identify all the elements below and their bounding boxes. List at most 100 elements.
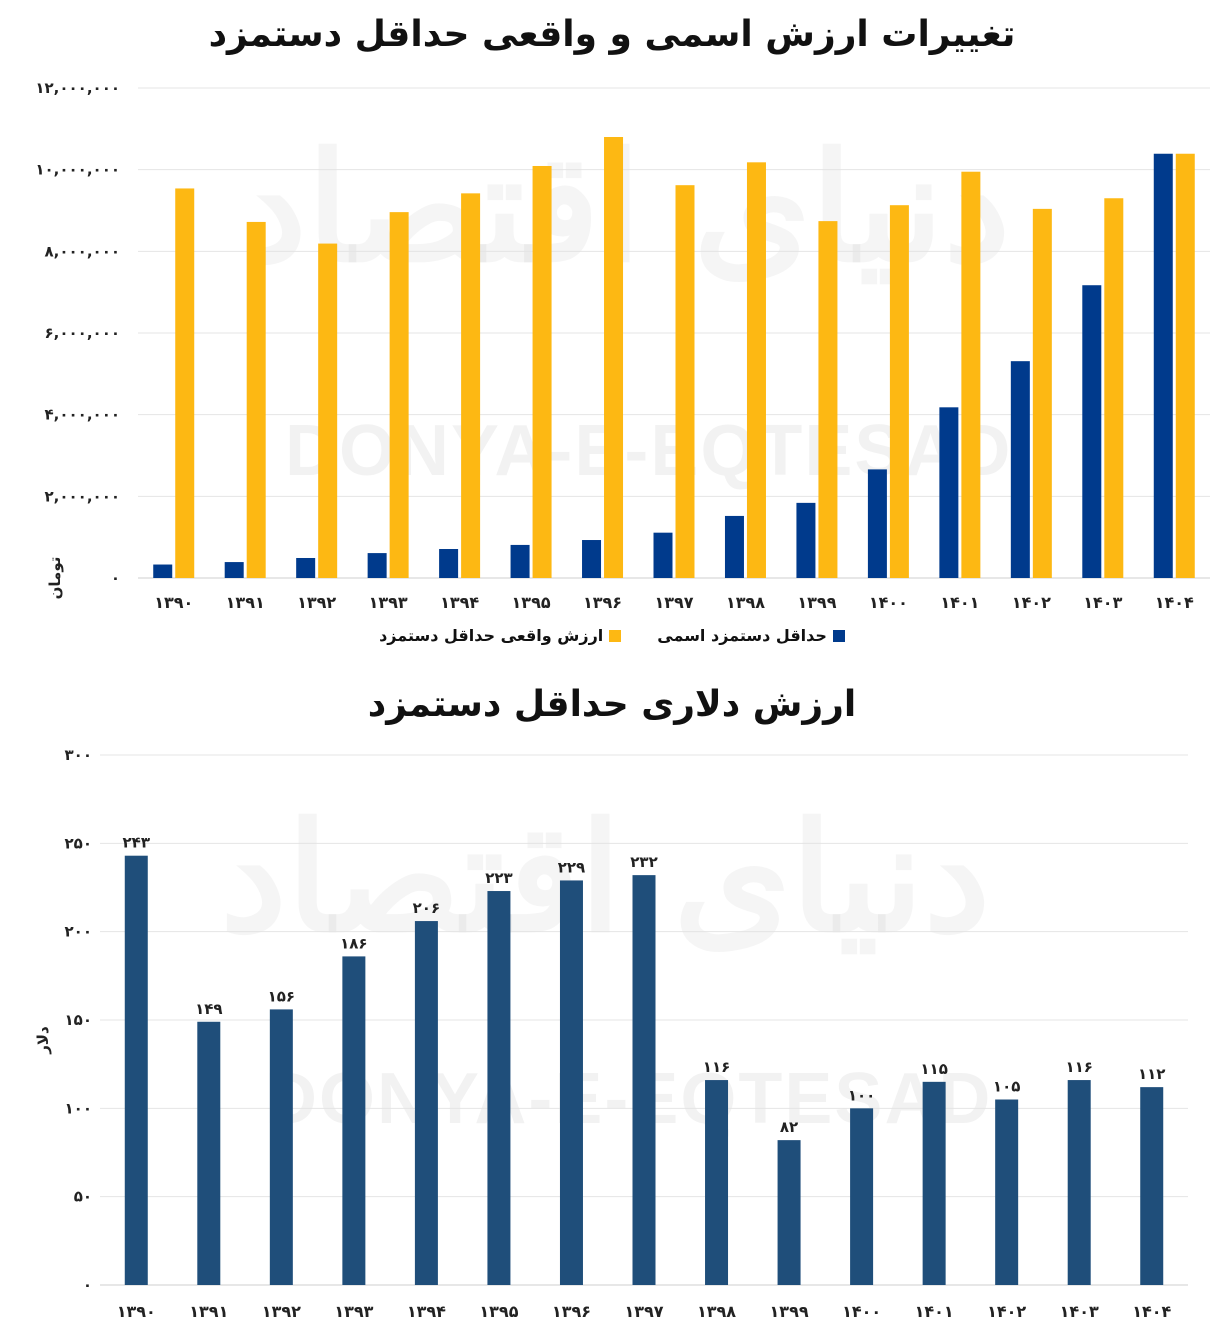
- data-label: ۲۳۲: [630, 853, 657, 871]
- data-label: ۱۰۰: [848, 1086, 875, 1104]
- bar: [604, 137, 624, 578]
- y-tick-label: ۵۰: [74, 1188, 92, 1206]
- x-tick-label: ۱۳۹۶: [583, 593, 622, 612]
- bar: [850, 1108, 874, 1285]
- x-tick-label: ۱۳۹۶: [552, 1302, 591, 1321]
- chart1-legend: حداقل دستمزد اسمی ارزش واقعی حداقل دستمز…: [0, 626, 1224, 645]
- x-tick-label: ۱۳۹۰: [117, 1302, 156, 1321]
- legend-label-real: ارزش واقعی حداقل دستمزد: [379, 626, 604, 645]
- data-label: ۸۲: [780, 1118, 798, 1136]
- data-label: ۲۴۳: [123, 834, 150, 852]
- bar: [318, 243, 338, 578]
- bar: [995, 1099, 1019, 1285]
- watermark-persian-text: دنیای اقتصاد: [240, 120, 1010, 296]
- bar: [342, 956, 366, 1285]
- y-tick-label: ۲۵۰: [65, 834, 92, 852]
- bar: [1010, 361, 1030, 578]
- x-tick-label: ۱۳۹۱: [189, 1302, 228, 1321]
- data-label: ۲۲۹: [558, 858, 585, 876]
- y-axis-label: تومان: [46, 557, 64, 600]
- chart1-plot: ۰ ۲,۰۰۰,۰۰۰ ۴,۰۰۰,۰۰۰ ۶,۰۰۰,۰۰۰ ۸,۰۰۰,۰۰۰ ۱۰,…: [35, 79, 1210, 612]
- bar: [1175, 153, 1195, 578]
- x-tick-label: ۱۳۹۸: [726, 593, 765, 612]
- bar: [461, 193, 481, 578]
- bar: [653, 532, 673, 578]
- x-tick-label: ۱۴۰۳: [1060, 1302, 1099, 1321]
- chart1-title: تغییرات ارزش اسمی و واقعی حداقل دستمزد: [208, 14, 1016, 55]
- x-tick-label: ۱۳۹۸: [697, 1302, 736, 1321]
- chart2-plot: ۰ ۵۰ ۱۰۰ ۱۵۰ ۲۰۰ ۲۵۰ ۳۰۰ دلار ۲۴۳ ۱۳۹۰ ۱۴۹ ۱۳۹۱ ۱۵۶ ۱…: [34, 746, 1188, 1321]
- bar: [224, 562, 244, 578]
- data-label: ۱۱۲: [1138, 1065, 1165, 1083]
- bar: [796, 502, 816, 578]
- y-tick-label: ۳۰۰: [65, 746, 92, 764]
- data-label: ۱۸۶: [340, 934, 367, 952]
- x-tick-label: ۱۴۰۰: [842, 1302, 881, 1321]
- y-tick-label: ۱۲,۰۰۰,۰۰۰: [35, 79, 120, 97]
- y-tick-label: ۰: [111, 569, 120, 587]
- y-tick-label: ۲,۰۰۰,۰۰۰: [45, 487, 120, 505]
- data-label: ۱۰۵: [993, 1078, 1020, 1096]
- y-axis-label: دلار: [34, 1026, 52, 1055]
- x-tick-label: ۱۳۹۹: [797, 593, 836, 612]
- y-tick-label: ۸,۰۰۰,۰۰۰: [45, 242, 120, 260]
- x-tick-label: ۱۴۰۲: [1012, 593, 1051, 612]
- x-tick-label: ۱۳۹۱: [226, 593, 265, 612]
- x-tick-label: ۱۳۹۰: [154, 593, 193, 612]
- bar: [867, 469, 887, 578]
- data-label: ۱۱۶: [1065, 1058, 1092, 1076]
- x-tick-label: ۱۳۹۴: [407, 1302, 446, 1321]
- data-label: ۲۰۶: [413, 899, 440, 917]
- bar: [414, 921, 438, 1285]
- bar: [939, 407, 959, 578]
- legend-swatch-real: [609, 629, 622, 642]
- chart-dollar-wage: دنیای اقتصاد DONYA-E-EQTESAD ارزش دلاری …: [0, 660, 1224, 1335]
- x-tick-label: ۱۳۹۵: [479, 1302, 518, 1321]
- y-tick-label: ۱۵۰: [65, 1011, 92, 1029]
- bar: [1067, 1080, 1091, 1285]
- y-tick-label: ۱۰۰: [65, 1099, 92, 1117]
- bar: [532, 165, 552, 578]
- bar: [269, 1009, 293, 1285]
- watermark-persian: دنیای اقتصاد: [240, 120, 1010, 296]
- bar: [487, 891, 511, 1285]
- data-label: ۱۱۵: [920, 1060, 947, 1078]
- bar: [705, 1080, 729, 1285]
- y-tick-label: ۲۰۰: [65, 923, 92, 941]
- bar: [632, 875, 656, 1285]
- watermark-persian-text-2: دنیای اقتصاد: [220, 790, 990, 966]
- data-label: ۱۵۶: [268, 987, 295, 1005]
- bar: [1153, 153, 1173, 578]
- bar: [367, 553, 387, 578]
- bar: [1104, 198, 1124, 578]
- legend-item-real: ارزش واقعی حداقل دستمزد: [379, 626, 622, 645]
- legend-label-nominal: حداقل دستمزد اسمی: [657, 626, 827, 645]
- bar: [675, 185, 695, 578]
- x-tick-label: ۱۳۹۳: [334, 1302, 373, 1321]
- x-tick-label: ۱۳۹۳: [369, 593, 408, 612]
- bar: [439, 549, 459, 578]
- x-tick-label: ۱۳۹۷: [654, 593, 693, 612]
- x-tick-label: ۱۳۹۲: [297, 593, 336, 612]
- bar: [197, 1021, 221, 1285]
- x-tick-label: ۱۳۹۵: [512, 593, 551, 612]
- watermark-persian-2: دنیای اقتصاد: [220, 790, 990, 966]
- bar: [1082, 285, 1102, 578]
- y-tick-label: ۰: [83, 1276, 92, 1294]
- bar: [724, 515, 744, 578]
- x-tick-label: ۱۴۰۴: [1132, 1302, 1171, 1321]
- bar: [296, 557, 316, 578]
- bar: [818, 221, 838, 578]
- bar: [559, 880, 583, 1285]
- bar: [889, 205, 909, 579]
- x-tick-label: ۱۴۰۱: [915, 1302, 954, 1321]
- bar: [1032, 208, 1052, 578]
- legend-item-nominal: حداقل دستمزد اسمی: [657, 626, 845, 645]
- y-tick-label: ۱۰,۰۰۰,۰۰۰: [35, 161, 120, 179]
- x-tick-label: ۱۴۰۰: [869, 593, 908, 612]
- data-label: ۱۴۹: [195, 1000, 222, 1018]
- y-tick-label: ۶,۰۰۰,۰۰۰: [45, 324, 120, 342]
- x-tick-label: ۱۳۹۷: [624, 1302, 663, 1321]
- bar: [175, 188, 195, 578]
- bar: [389, 212, 409, 578]
